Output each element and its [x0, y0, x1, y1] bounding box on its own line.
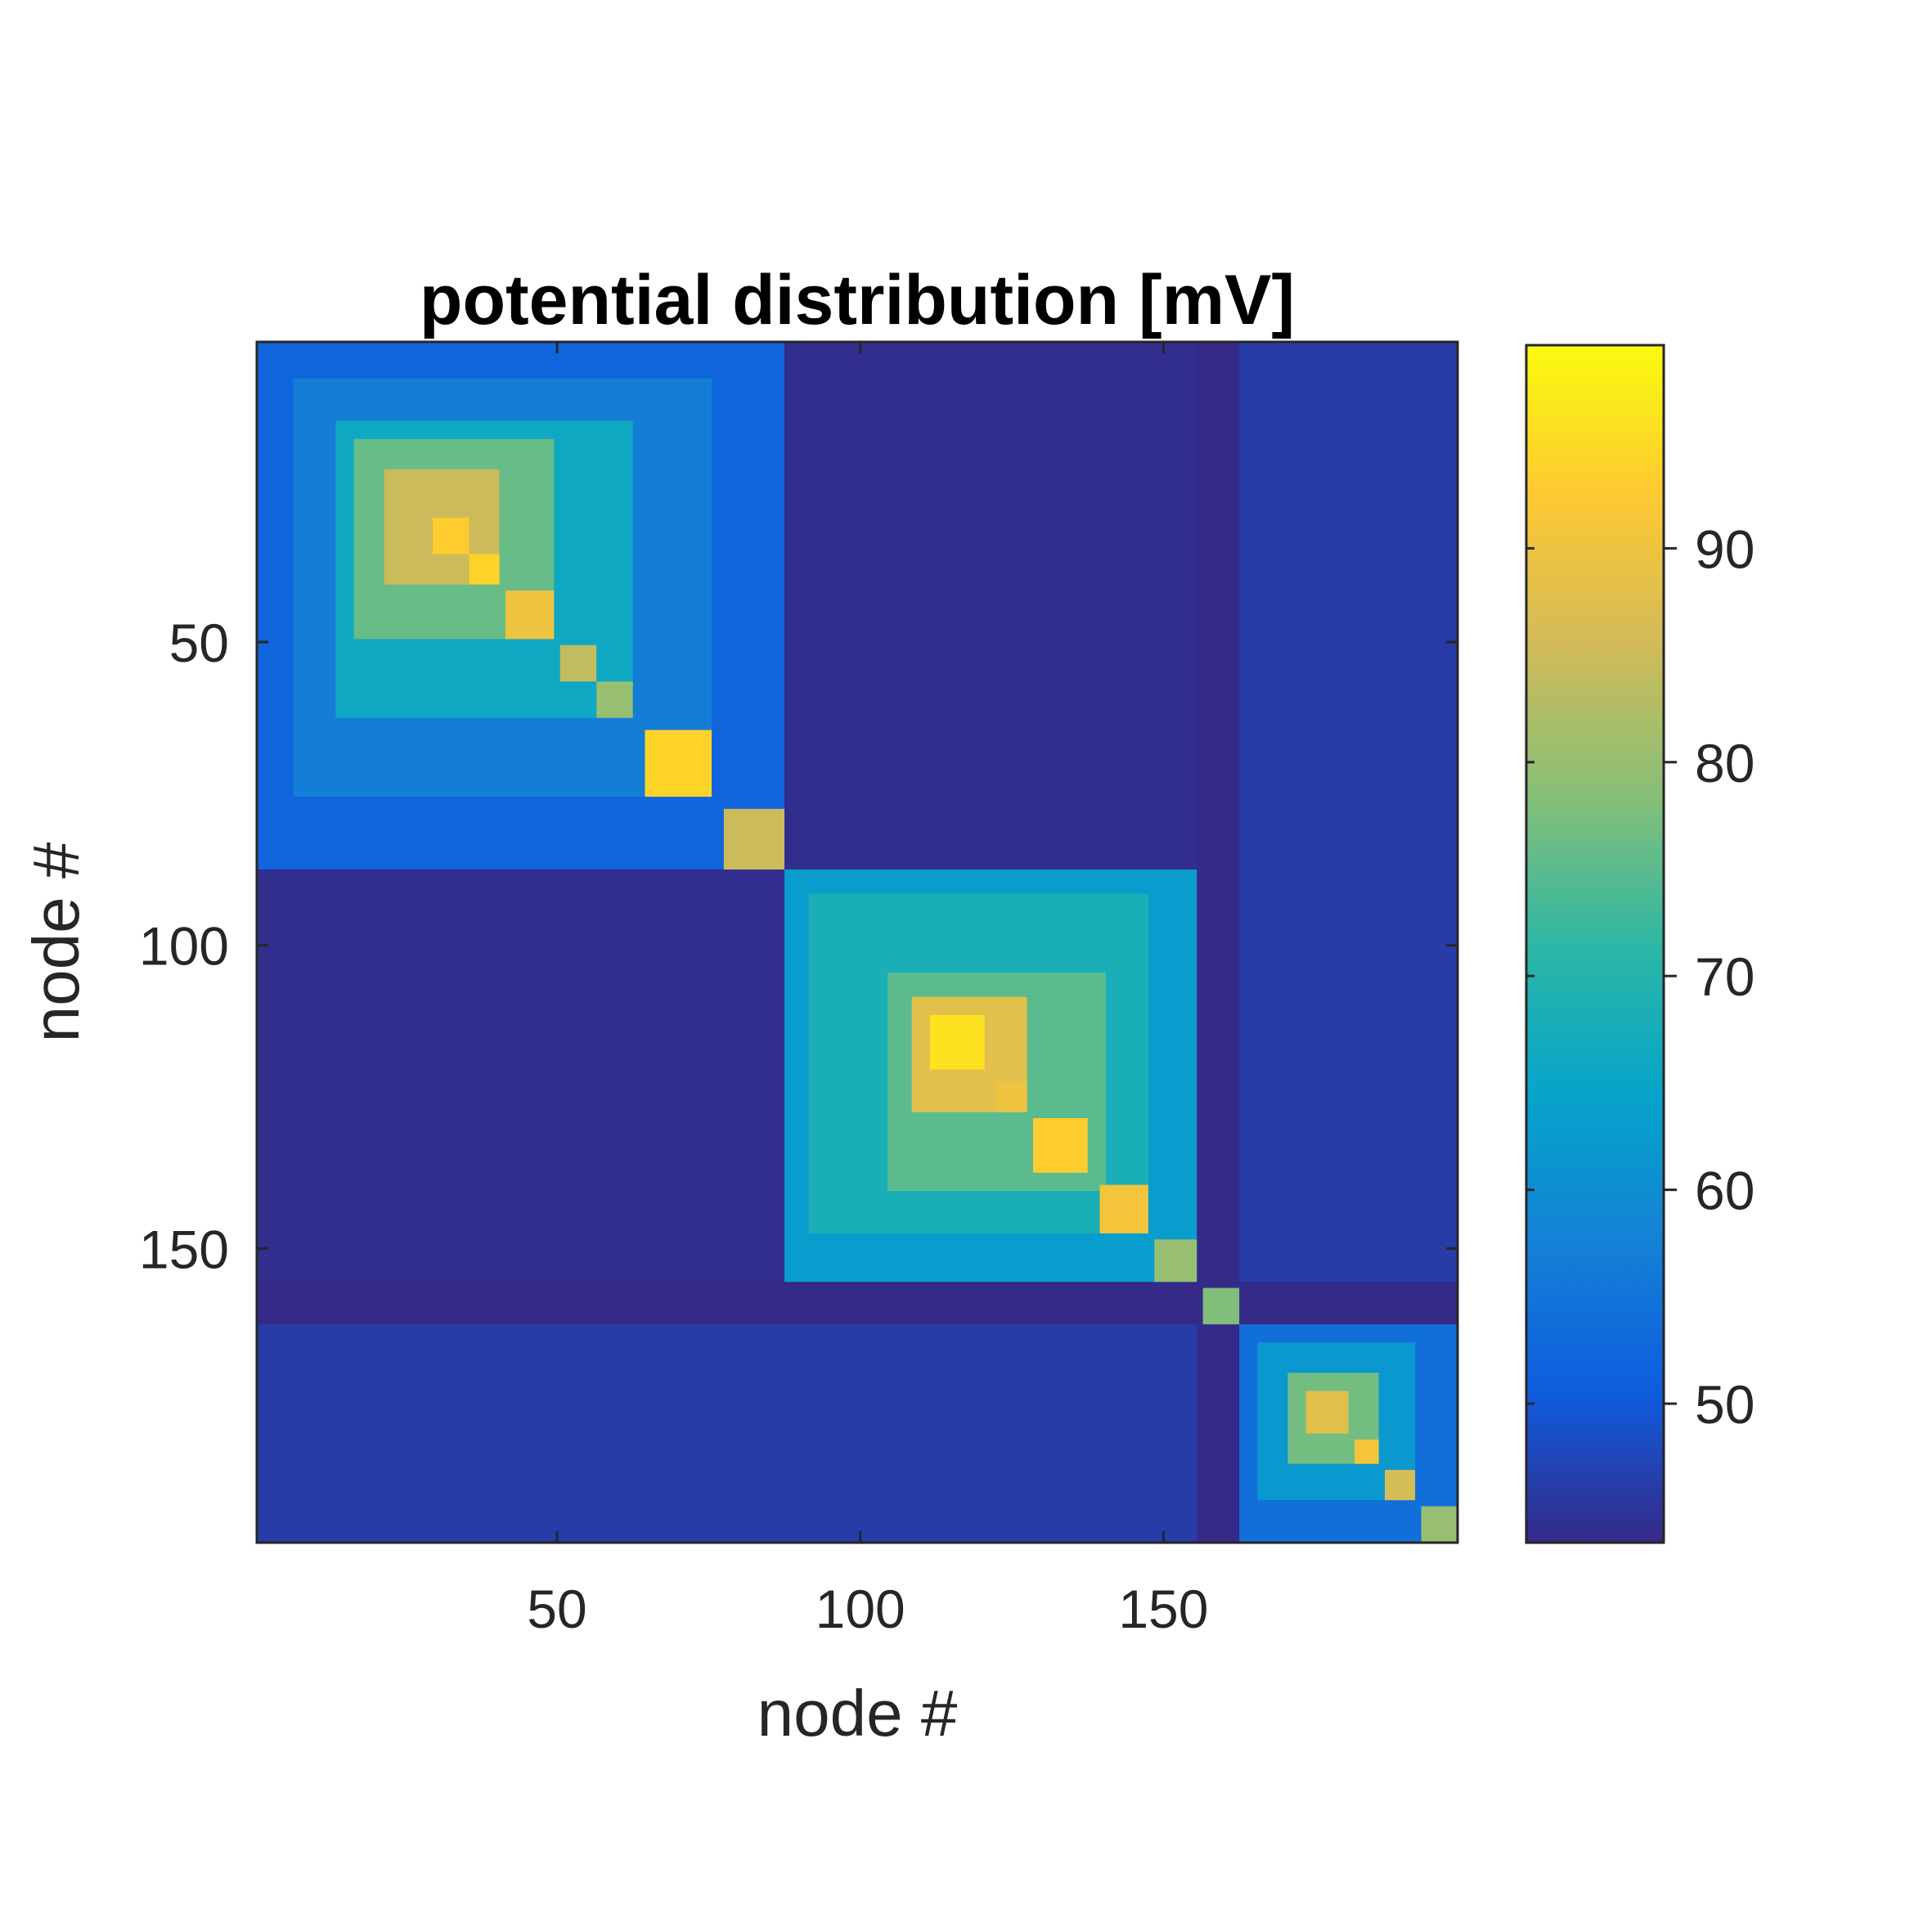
colorbar-ticks: 50 60 70 80 90 [1526, 519, 1755, 1435]
heatmap-offdiag-block [784, 342, 1197, 870]
colorbar-frame [1525, 344, 1665, 1544]
plot-area-frame [255, 340, 1459, 1544]
x-tick-label: 150 [1118, 1579, 1208, 1639]
heatmap-diag-block [1202, 1287, 1240, 1325]
x-tick-label: 100 [815, 1579, 905, 1639]
heatmap-diag-block [645, 730, 712, 798]
colorbar-tick-label: 60 [1695, 1161, 1755, 1221]
heatmap-offdiag-block [257, 869, 785, 1283]
x-tick-label: 50 [527, 1579, 586, 1639]
y-tick-label: 150 [139, 1219, 229, 1279]
heatmap-diag-block [996, 1081, 1027, 1112]
colorbar-tick-label: 70 [1695, 946, 1755, 1007]
heatmap-offdiag-block [784, 1324, 1197, 1543]
heatmap-diag-block [1305, 1391, 1349, 1434]
colorbar-gradient [1526, 345, 1664, 1543]
heatmap-diag-block [1421, 1506, 1458, 1543]
heatmap-diag-block [433, 518, 470, 555]
heatmap-offdiag-block [1239, 869, 1458, 1283]
heatmap-diag-block [469, 554, 500, 585]
heatmap-diag-block [1385, 1470, 1416, 1501]
colorbar-tick-label: 90 [1695, 519, 1755, 579]
colorbar-tick-label: 50 [1695, 1374, 1755, 1435]
x-axis-label: node # [757, 1677, 958, 1750]
chart-title: potential distribution [mV] [420, 261, 1295, 339]
heatmap-diag-block [559, 645, 597, 682]
y-tick-label: 100 [139, 916, 229, 977]
heatmap-offdiag-block [257, 1324, 785, 1543]
heatmap-diag-block [1354, 1439, 1379, 1464]
y-axis-label: node # [20, 842, 92, 1042]
heatmap-diag-block [1154, 1239, 1197, 1283]
colorbar-tick-label: 80 [1695, 733, 1755, 793]
y-tick-label: 50 [169, 613, 229, 673]
heatmap-diag-block [723, 808, 785, 870]
heatmap-diag-block [1033, 1118, 1088, 1173]
axis-ticks: 50 100 150 50 100 150 [139, 342, 1458, 1639]
heatmap-diag-block [1099, 1184, 1148, 1233]
heatmap-offdiag-block [1239, 342, 1458, 870]
heatmap-cells [257, 342, 1458, 1543]
heatmap-diag-block [929, 1014, 985, 1070]
heatmap-diag-block [505, 590, 555, 640]
heatmap-diag-block [596, 681, 633, 718]
